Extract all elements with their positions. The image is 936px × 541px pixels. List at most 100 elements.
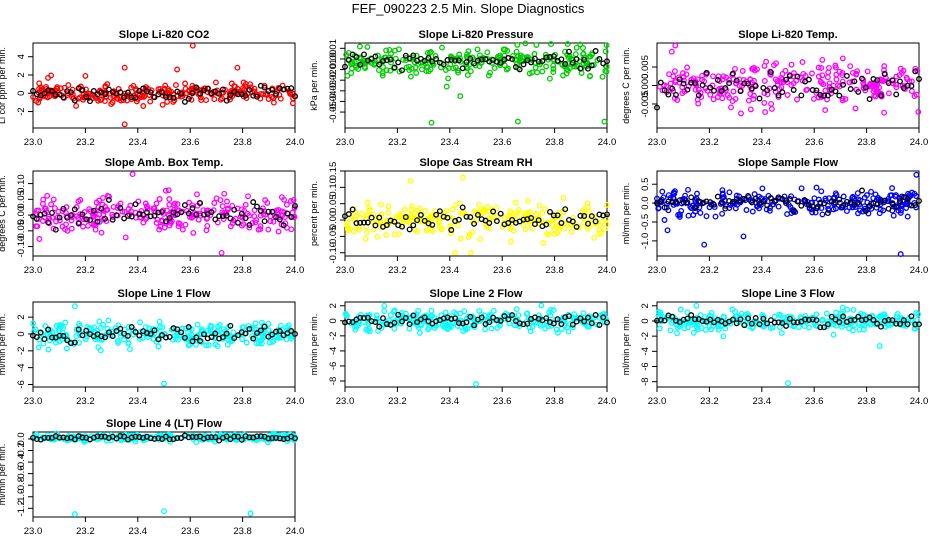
data-point	[843, 198, 850, 205]
data-point	[395, 59, 402, 66]
x-tick-label: 24.0	[286, 396, 305, 407]
data-point	[372, 222, 379, 229]
data-point	[842, 96, 849, 103]
y-tick-label: -0.10	[16, 236, 27, 258]
data-point	[710, 73, 716, 80]
data-point	[750, 96, 757, 103]
data-point	[151, 435, 158, 442]
data-point	[820, 81, 827, 88]
data-point	[813, 311, 820, 318]
data-point	[265, 226, 272, 233]
data-point	[604, 211, 610, 218]
data-point	[490, 208, 497, 215]
data-point	[585, 314, 591, 321]
data-point	[565, 54, 572, 61]
data-point	[402, 52, 409, 59]
data-point	[400, 56, 407, 63]
data-point	[96, 318, 103, 325]
data-point	[45, 219, 52, 226]
data-point	[178, 329, 185, 336]
x-tick-label: 23.2	[76, 137, 95, 148]
data-point	[836, 68, 843, 75]
data-point	[414, 207, 421, 214]
data-point	[246, 325, 253, 332]
data-point	[817, 324, 824, 331]
x-tick-label: 23.8	[545, 265, 564, 276]
y-tick-label: -0.4	[16, 454, 27, 470]
data-point	[805, 76, 812, 83]
data-point	[795, 324, 802, 331]
y-tick-label: -2	[640, 332, 651, 340]
data-point	[541, 206, 548, 213]
data-point	[547, 312, 554, 319]
data-point	[581, 54, 587, 61]
data-point	[178, 209, 185, 216]
chart-title: Slope Li-820 Pressure	[419, 29, 534, 41]
data-point	[193, 334, 200, 341]
data-point	[57, 85, 64, 92]
data-point	[881, 311, 888, 318]
data-point	[464, 72, 471, 79]
data-point	[767, 69, 774, 76]
data-point	[840, 313, 847, 320]
data-point	[166, 94, 173, 100]
data-point	[538, 302, 545, 309]
data-point	[128, 94, 135, 101]
data-point	[547, 208, 553, 215]
data-point	[374, 233, 381, 240]
data-point	[581, 318, 588, 325]
y-tick-label: -0.04	[328, 91, 339, 113]
y-tick-label: -4	[640, 347, 651, 355]
data-point	[357, 219, 364, 226]
data-point	[832, 199, 839, 206]
data-point	[250, 335, 257, 342]
x-tick-label: 23.2	[388, 265, 407, 276]
data-point	[364, 219, 371, 226]
data-point	[911, 190, 918, 197]
data-point	[904, 76, 911, 83]
data-point	[584, 200, 591, 207]
data-point	[391, 319, 398, 326]
data-point	[790, 87, 797, 93]
data-point	[459, 174, 466, 181]
chart-panel-6: Slope Sample Flow 23.0 23.2 23.4 23.6 23.8 24.…	[621, 155, 928, 280]
data-point	[422, 207, 429, 214]
data-point	[257, 327, 264, 334]
data-point	[840, 202, 847, 209]
data-point	[242, 215, 249, 222]
data-point	[514, 118, 521, 125]
data-point	[876, 210, 883, 217]
data-point	[452, 315, 459, 322]
data-point	[159, 101, 166, 108]
data-point	[466, 231, 473, 238]
data-point	[524, 320, 531, 327]
data-point	[345, 318, 352, 325]
data-point	[159, 324, 166, 331]
data-point	[161, 85, 168, 92]
data-point	[840, 193, 847, 200]
data-point	[488, 325, 495, 332]
data-point	[774, 78, 781, 85]
data-point	[197, 337, 204, 344]
data-point	[122, 234, 129, 241]
plot-frame	[656, 301, 920, 388]
data-point	[219, 86, 226, 93]
data-point	[674, 97, 681, 103]
x-tick-label: 23.8	[545, 137, 564, 148]
data-point	[707, 199, 714, 206]
data-point	[592, 218, 599, 225]
data-point	[478, 314, 485, 321]
data-point	[342, 63, 348, 70]
data-point	[234, 64, 241, 71]
data-point	[875, 315, 882, 321]
data-point	[166, 436, 173, 443]
data-point	[678, 207, 685, 214]
data-point	[715, 326, 722, 333]
data-point	[779, 320, 786, 327]
data-point	[551, 230, 558, 237]
data-point	[654, 104, 660, 111]
x-tick-label: 23.0	[648, 137, 667, 148]
data-point	[387, 312, 394, 319]
data-point	[30, 93, 37, 100]
x-tick-label: 23.4	[441, 137, 460, 148]
